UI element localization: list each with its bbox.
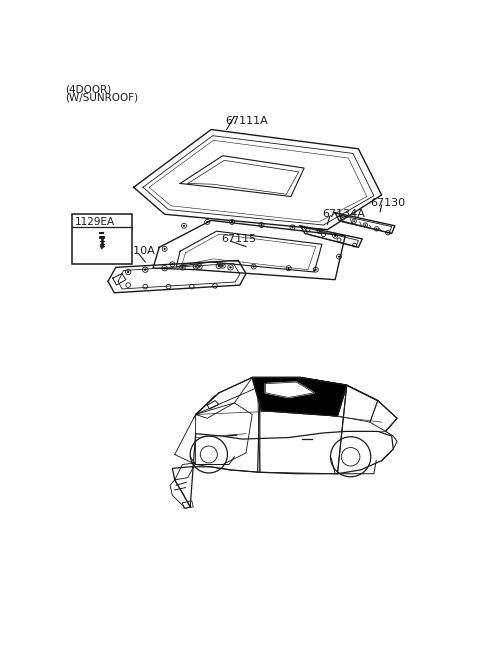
Circle shape [231, 221, 233, 223]
Circle shape [253, 266, 255, 268]
Circle shape [222, 265, 224, 267]
Circle shape [183, 225, 185, 227]
Circle shape [198, 266, 201, 268]
Circle shape [181, 266, 184, 268]
Circle shape [338, 256, 340, 258]
Circle shape [342, 216, 344, 218]
Text: 67134A: 67134A [322, 209, 365, 219]
Text: 67111A: 67111A [225, 115, 268, 126]
Circle shape [334, 235, 336, 237]
Circle shape [319, 230, 321, 232]
Circle shape [288, 267, 289, 269]
Circle shape [164, 267, 166, 270]
Circle shape [206, 221, 208, 223]
Circle shape [364, 224, 366, 226]
Circle shape [164, 248, 166, 250]
Circle shape [315, 269, 317, 271]
Text: 67310A: 67310A [113, 246, 156, 256]
Circle shape [194, 266, 197, 268]
Text: 1129EA: 1129EA [75, 217, 115, 228]
Circle shape [291, 226, 293, 228]
Circle shape [376, 228, 377, 230]
Polygon shape [265, 382, 314, 398]
Text: 67130: 67130 [370, 197, 405, 208]
Polygon shape [252, 377, 347, 416]
Circle shape [261, 224, 263, 226]
Text: (W/SUNROOF): (W/SUNROOF) [65, 92, 139, 102]
Circle shape [171, 263, 173, 265]
Circle shape [229, 266, 232, 268]
Circle shape [127, 271, 130, 273]
Circle shape [387, 232, 389, 234]
Circle shape [353, 220, 355, 222]
Bar [72, 215, 132, 264]
Circle shape [218, 264, 220, 267]
Circle shape [144, 268, 146, 271]
Text: (4DOOR): (4DOOR) [65, 84, 112, 94]
Text: 67115: 67115 [221, 234, 256, 244]
